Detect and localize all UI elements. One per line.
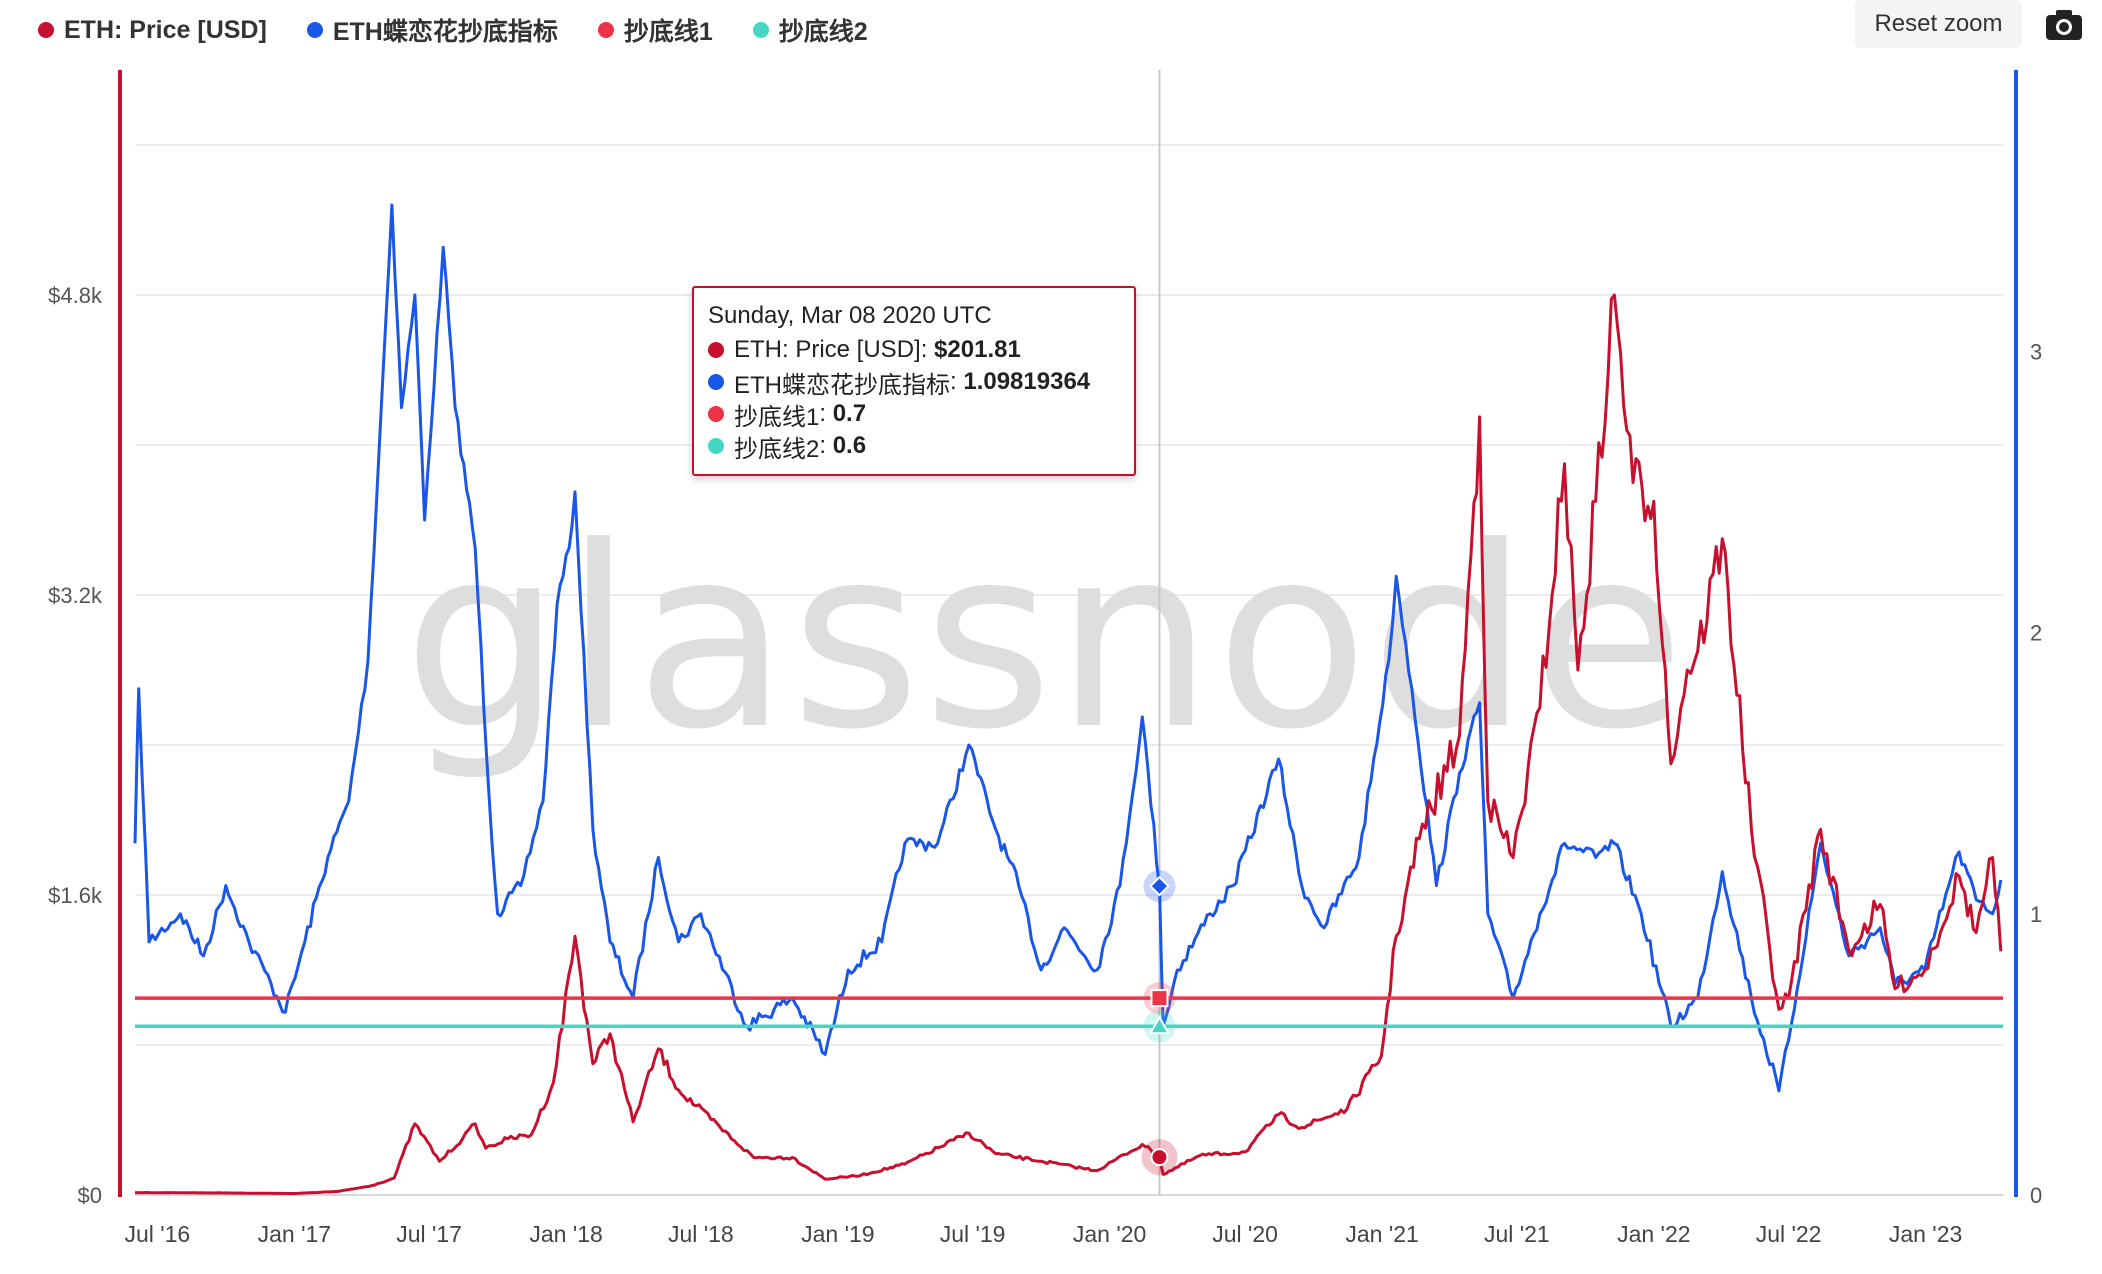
marker-price	[1150, 1148, 1169, 1167]
tooltip-value: 0.6	[832, 432, 867, 459]
legend-dot-icon	[38, 22, 54, 38]
y-tick-label-right: 2	[2030, 621, 2042, 646]
x-tick-label: Jul '18	[668, 1221, 734, 1247]
legend-dot-icon	[306, 22, 323, 38]
y-tick-label-left: $1.6k	[48, 883, 103, 908]
legend-dot-icon	[597, 22, 614, 38]
x-tick-label: Jul '16	[124, 1221, 190, 1247]
tooltip-colon: :	[819, 400, 833, 427]
tooltip-date: Sunday, Mar 08 2020 UTC	[708, 302, 992, 329]
tooltip-row-line1: 抄底线1: 0.7	[708, 398, 1120, 431]
legend-label-line1: 抄底线1	[623, 18, 713, 46]
tooltip-colon: :	[950, 368, 964, 395]
x-tick-label: Jul '21	[1484, 1221, 1550, 1247]
x-tick-label: Jul '17	[396, 1221, 462, 1247]
tooltip-colon: :	[920, 336, 935, 363]
legend-item-price[interactable]: ETH: Price [USD]	[38, 16, 267, 45]
legend-dot-icon	[752, 22, 769, 38]
tooltip-label: ETH蝶恋花抄底指标	[734, 371, 950, 399]
tooltip-dot-icon	[708, 438, 724, 454]
x-tick-label: Jan '21	[1345, 1221, 1418, 1247]
y-tick-label-left: $4.8k	[48, 283, 103, 308]
y-axis-right: 0 1 2 3	[2030, 339, 2042, 1208]
x-axis: Jul '16 Jan '17 Jul '17 Jan '18 Jul '18 Jan '…	[124, 1221, 1962, 1247]
tooltip-row-line2: 抄底线2: 0.6	[708, 430, 1120, 463]
legend-item-line1[interactable]: 抄底线1	[597, 12, 713, 48]
right-axis-bar	[2014, 70, 2018, 1197]
x-tick-label: Jul '22	[1756, 1221, 1822, 1247]
tooltip-value: 1.09819364	[963, 368, 1091, 395]
legend-item-indicator[interactable]: ETH蝶恋花抄底指标	[306, 12, 558, 48]
tooltip: Sunday, Mar 08 2020 UTC ETH: Price [USD]…	[692, 286, 1136, 476]
legend-label-indicator: ETH蝶恋花抄底指标	[332, 18, 558, 46]
y-tick-label-right: 1	[2030, 902, 2042, 927]
y-tick-label-left: $3.2k	[48, 583, 103, 608]
tooltip-row-price: ETH: Price [USD]: $201.81	[708, 334, 1120, 366]
x-tick-label: Jan '22	[1617, 1221, 1690, 1247]
marker-indicator	[1149, 875, 1170, 897]
legend-label-line2: 抄底线2	[778, 18, 868, 46]
y-tick-label-left: $0	[78, 1183, 102, 1208]
y-tick-label-right: 0	[2030, 1183, 2042, 1208]
x-tick-label: Jan '20	[1073, 1221, 1146, 1247]
tooltip-dot-icon	[708, 406, 724, 422]
camera-icon-graphic	[2046, 10, 2082, 40]
tooltip-label: ETH: Price [USD]	[734, 336, 921, 363]
reset-zoom-button[interactable]: Reset zoom	[1855, 0, 2022, 48]
legend: ETH: Price [USD] ETH蝶恋花抄底指标 抄底线1 抄底线2	[38, 12, 868, 48]
series-line-indicator	[133, 203, 2003, 1093]
tooltip-value: 0.7	[832, 400, 867, 427]
tooltip-colon: :	[819, 432, 833, 459]
left-axis-bar	[118, 70, 122, 1197]
marker-line1	[1150, 989, 1169, 1008]
tooltip-label: 抄底线1	[734, 403, 820, 431]
y-axis-left: $0 $1.6k $3.2k $4.8k	[48, 283, 103, 1208]
x-tick-label: Jan '17	[258, 1221, 331, 1247]
series-layer	[133, 203, 2003, 1195]
tooltip-row-indicator: ETH蝶恋花抄底指标: 1.09819364	[708, 366, 1120, 399]
camera-icon[interactable]	[2044, 8, 2084, 42]
legend-label-price: ETH: Price [USD]	[64, 15, 267, 44]
tooltip-dot-icon	[708, 342, 724, 358]
y-tick-label-right: 3	[2030, 339, 2042, 364]
watermark: glassnode	[403, 493, 1687, 784]
tooltip-dot-icon	[708, 374, 724, 390]
marker-line2	[1148, 1015, 1171, 1035]
tooltip-value: $201.81	[934, 336, 1021, 363]
series-line-price	[135, 293, 2003, 1195]
hover-markers	[1141, 870, 1178, 1176]
tooltip-label: 抄底线2	[734, 435, 820, 463]
x-tick-label: Jul '19	[940, 1221, 1006, 1247]
x-tick-label: Jan '18	[529, 1221, 602, 1247]
x-tick-label: Jul '20	[1212, 1221, 1278, 1247]
legend-item-line2[interactable]: 抄底线2	[752, 12, 868, 48]
x-tick-label: Jan '23	[1889, 1221, 1962, 1247]
x-tick-label: Jan '19	[801, 1221, 874, 1247]
